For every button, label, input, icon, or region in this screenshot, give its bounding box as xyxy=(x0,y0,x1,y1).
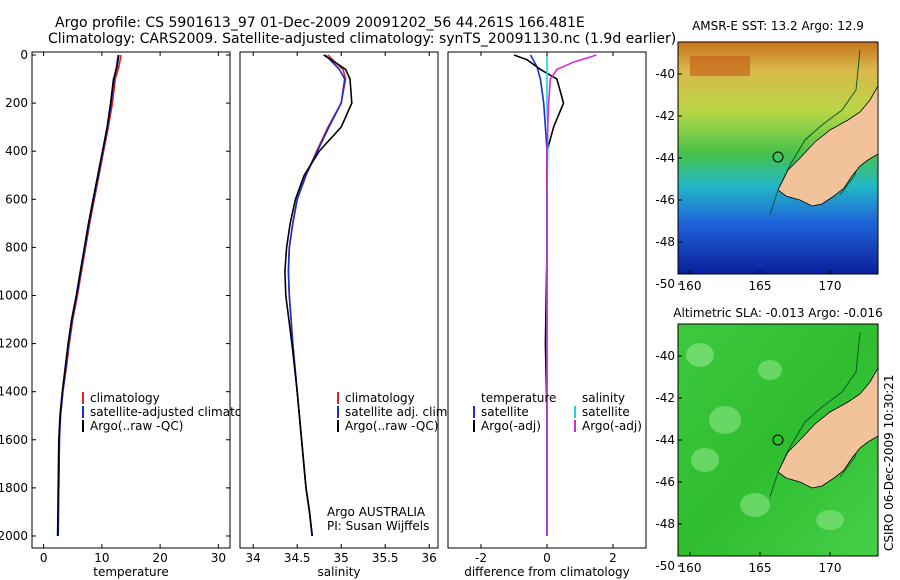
sla-map-title: Altimetric SLA: -0.013 Argo: -0.016 xyxy=(673,306,882,320)
legend-argo-label: Argo(..raw -QC) xyxy=(345,419,438,433)
sla-light-patch xyxy=(686,343,714,367)
legend-temperature-header: temperature xyxy=(481,391,556,405)
depth-tick-label: 1800 xyxy=(0,481,28,495)
temperature-lines xyxy=(56,54,122,537)
map-lat-label: -46 xyxy=(655,475,675,489)
sla-argo-marker xyxy=(772,434,784,446)
map-lat-label: -46 xyxy=(655,193,675,207)
x-tick-label: 34 xyxy=(246,551,261,565)
figure-title-line2: Climatology: CARS2009. Satellite-adjuste… xyxy=(48,31,676,47)
x-tick-label: -2 xyxy=(475,551,487,565)
depth-tick-label: 600 xyxy=(5,192,28,206)
sst-land xyxy=(777,84,879,207)
sst-argo-marker xyxy=(772,151,784,163)
legend-sal-satellite-label: satellite xyxy=(582,405,630,419)
x-tick-label: 36 xyxy=(422,551,437,565)
salinity-note-line1: Argo AUSTRALIA xyxy=(327,505,426,519)
sla-map-panel: Altimetric SLA: -0.013 Argo: -0.016 -40-… xyxy=(655,306,882,575)
legend-satellite-label: satellite-adjusted climatology xyxy=(90,405,268,419)
map-lon-label: 165 xyxy=(749,561,772,575)
map-lat-label: -48 xyxy=(655,235,675,249)
depth-tick-label: 800 xyxy=(5,240,28,254)
map-lat-label: -44 xyxy=(655,433,675,447)
legend-satellite-label: satellite adj. clim. xyxy=(345,405,451,419)
map-lat-label: -48 xyxy=(655,517,675,531)
x-tick-label: 35.5 xyxy=(372,551,399,565)
temperature-panel: 0 10 20 30 02004006008001000120014001600180… xyxy=(0,48,646,579)
depth-tick-label: 1200 xyxy=(0,337,28,351)
legend-climatology-label: climatology xyxy=(345,391,415,405)
sla-light-patch xyxy=(816,510,844,530)
sst-map-panel: AMSR-E SST: 13.2 Argo: 12.9 -40 -42 -44 -46… xyxy=(655,19,879,293)
legend-salinity-header: salinity xyxy=(582,391,625,405)
depth-tick-label: 2000 xyxy=(0,529,28,543)
difference-panel: -2 0 2 difference from climatology tempera… xyxy=(447,51,647,579)
difference-legend: temperature satellite Argo(-adj) salinit… xyxy=(473,391,642,433)
legend-argo-label: Argo(..raw -QC) xyxy=(90,419,183,433)
salinity-legend: climatology satellite adj. clim. Argo(..… xyxy=(337,391,451,433)
difference-xlabel: difference from climatology xyxy=(464,565,630,579)
series-line-temperature-1 xyxy=(57,54,119,537)
map-lon-label: 170 xyxy=(819,279,842,293)
sst-warm-patch xyxy=(690,56,750,76)
depth-tick-label: 0 xyxy=(20,48,28,62)
map-lat-label: -40 xyxy=(655,67,675,81)
series-line-difference-3 xyxy=(546,54,597,536)
salinity-note-line2: PI: Susan Wijffels xyxy=(327,519,429,533)
map-lon-label: 160 xyxy=(679,561,702,575)
sla-light-patch xyxy=(709,406,741,434)
sla-map-ticks: -40 -42 -44 -46 -48 -50 160 165 170 xyxy=(655,349,841,575)
sla-light-patch xyxy=(740,493,770,517)
sla-light-patch xyxy=(758,360,782,380)
x-tick-label: 35 xyxy=(334,551,349,565)
map-lon-label: 160 xyxy=(679,279,702,293)
map-lat-label: -42 xyxy=(655,391,675,405)
x-tick-label: 30 xyxy=(211,551,226,565)
x-tick-label: 10 xyxy=(94,551,109,565)
sst-map-ticks: -40 -42 -44 -46 -48 -50 160 165 170 xyxy=(655,67,841,293)
x-tick-label: 0 xyxy=(543,551,551,565)
depth-tick-label: 1000 xyxy=(0,288,28,302)
temperature-axes xyxy=(31,51,231,549)
temperature-x-ticks: 0 10 20 30 xyxy=(40,52,226,565)
x-tick-label: 34.5 xyxy=(284,551,311,565)
depth-tick-label: 400 xyxy=(5,144,28,158)
depth-tick-label: 200 xyxy=(5,96,28,110)
map-lon-label: 165 xyxy=(749,279,772,293)
depth-tick-label: 1600 xyxy=(0,433,28,447)
x-tick-label: 2 xyxy=(609,551,617,565)
map-lat-label: -44 xyxy=(655,151,675,165)
sst-map-title: AMSR-E SST: 13.2 Argo: 12.9 xyxy=(692,19,864,33)
map-lat-label: -40 xyxy=(655,349,675,363)
map-lat-label: -50 xyxy=(655,559,675,573)
salinity-lines xyxy=(284,54,353,537)
salinity-x-ticks: 34 34.5 35 35.5 36 xyxy=(246,52,437,565)
series-line-temperature-2 xyxy=(56,54,120,537)
temperature-legend: climatology satellite-adjusted climatolo… xyxy=(82,391,268,433)
x-tick-label: 0 xyxy=(40,551,48,565)
difference-lines xyxy=(513,54,597,536)
credit-label: CSIRO 06-Dec-2009 10:30:21 xyxy=(882,374,896,551)
map-lat-label: -42 xyxy=(655,109,675,123)
legend-climatology-label: climatology xyxy=(90,391,160,405)
series-line-difference-1 xyxy=(513,54,565,536)
map-lon-label: 170 xyxy=(819,561,842,575)
legend-temp-satellite-label: satellite xyxy=(481,405,529,419)
legend-temp-argo-label: Argo(-adj) xyxy=(481,419,541,433)
sla-land xyxy=(777,366,879,489)
salinity-panel: 34 34.5 35 35.5 36 salinity climatology sate… xyxy=(239,51,451,579)
salinity-xlabel: salinity xyxy=(317,565,360,579)
sla-light-patch xyxy=(691,448,719,472)
figure-title-line1: Argo profile: CS 5901613_97 01-Dec-2009 … xyxy=(55,15,585,31)
x-tick-label: 20 xyxy=(152,551,167,565)
map-lat-label: -50 xyxy=(655,277,675,291)
temperature-xlabel: temperature xyxy=(93,565,168,579)
depth-tick-label: 1400 xyxy=(0,385,28,399)
difference-x-ticks: -2 0 2 xyxy=(475,52,617,565)
series-line-salinity-2 xyxy=(284,54,353,537)
legend-sal-argo-label: Argo(-adj) xyxy=(582,419,642,433)
salinity-axes xyxy=(239,51,439,549)
